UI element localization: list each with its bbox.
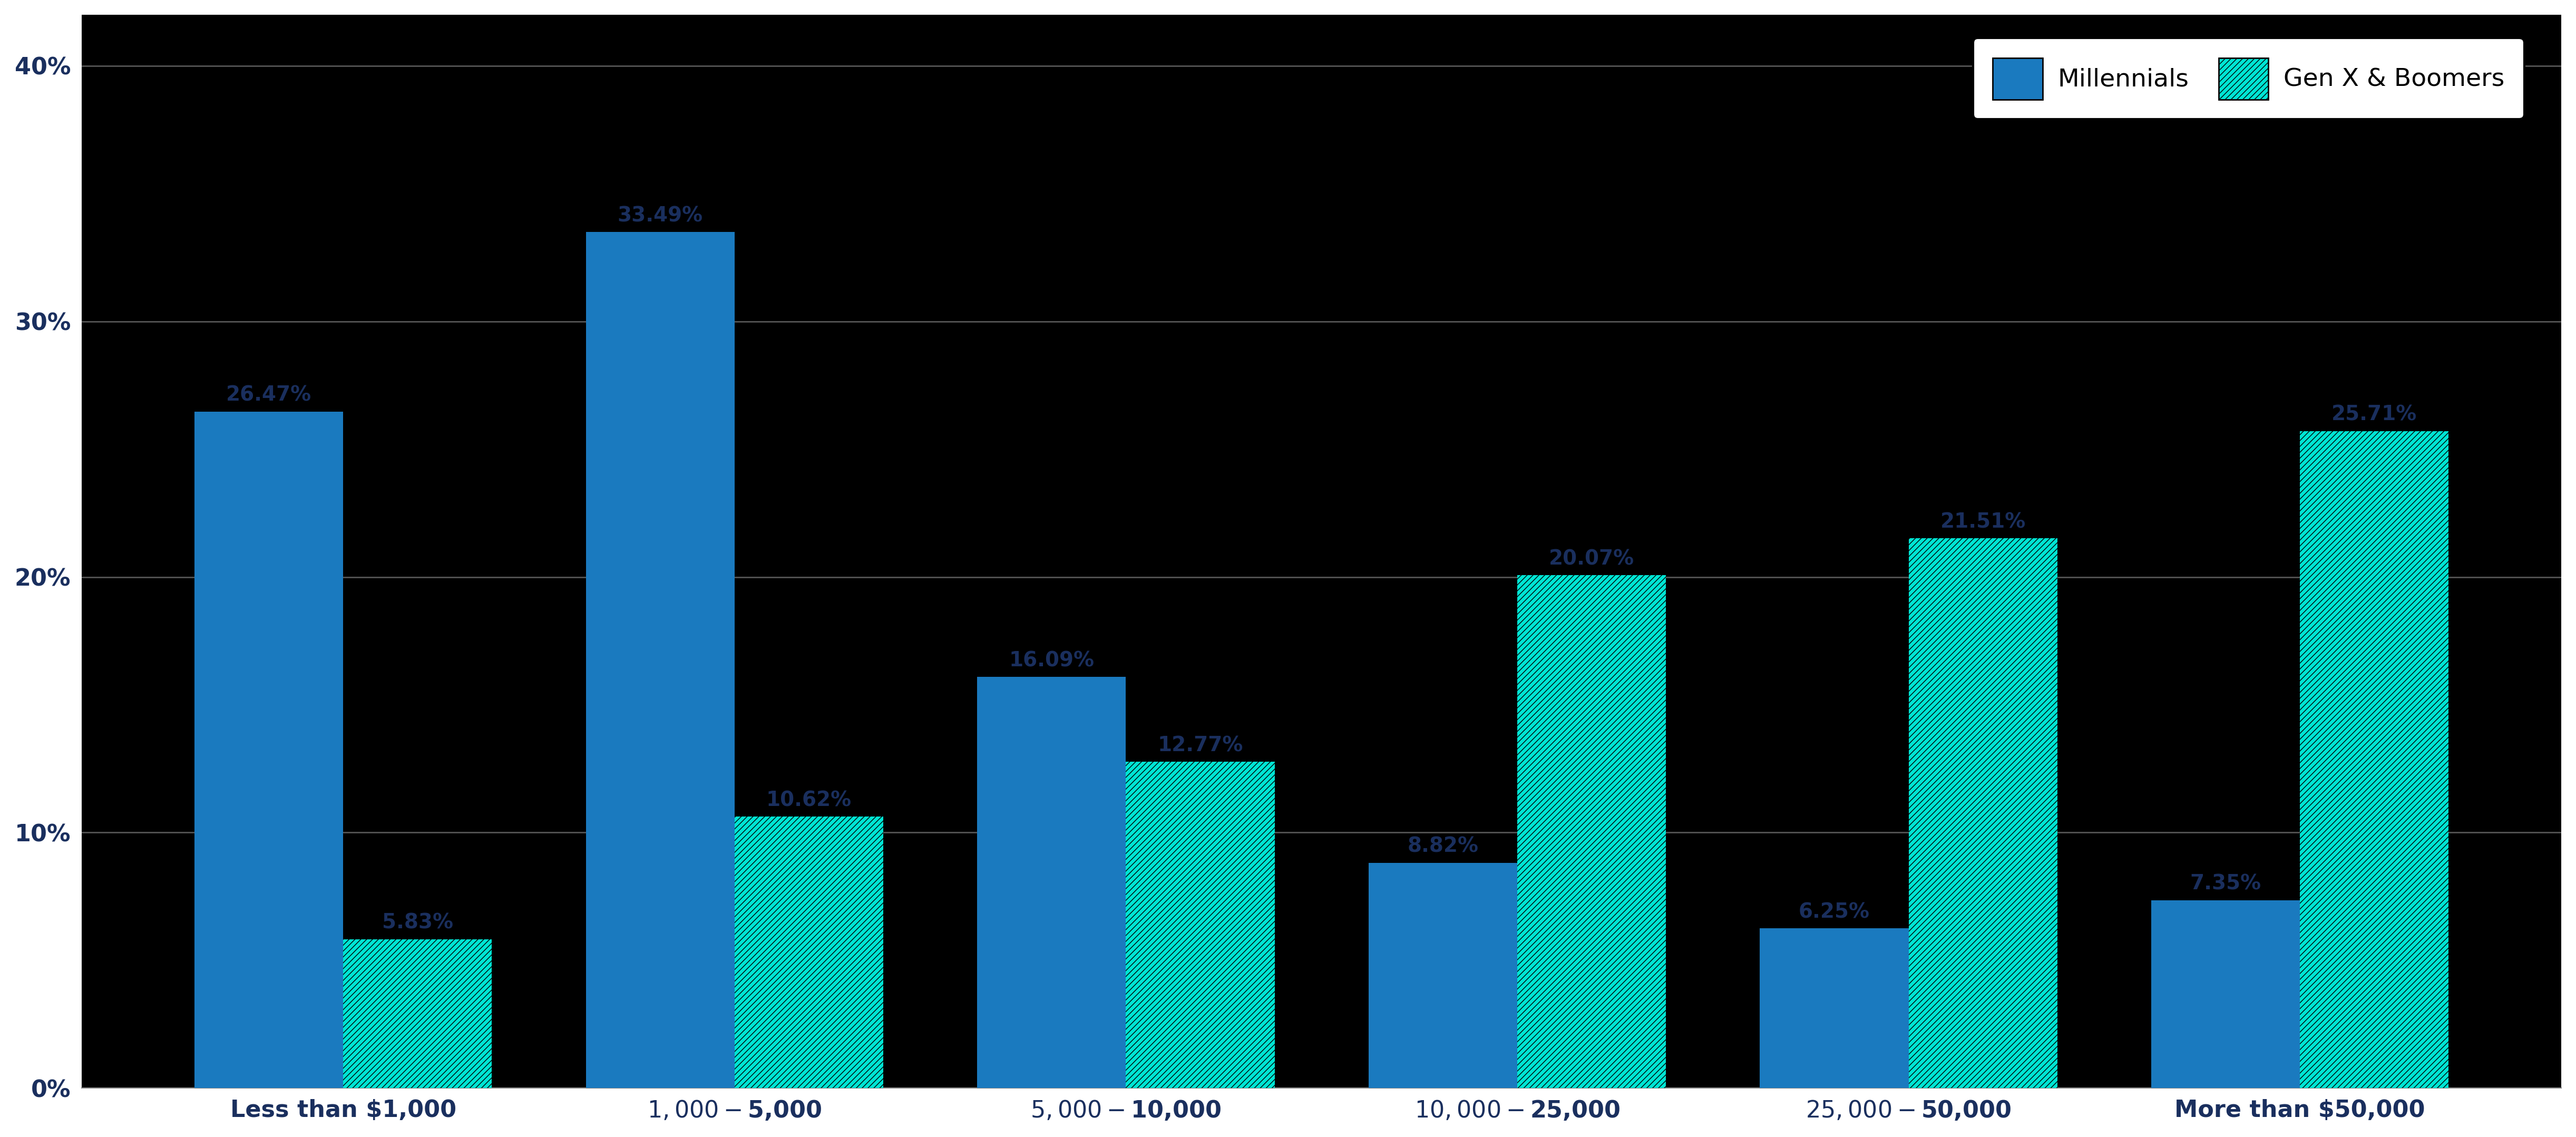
Bar: [2300, 431, 2450, 1088]
Text: 10.62%: 10.62%: [765, 790, 853, 811]
Text: 12.77%: 12.77%: [1157, 736, 1244, 755]
Bar: [1759, 929, 1909, 1088]
Text: 7.35%: 7.35%: [2190, 874, 2262, 894]
Bar: [585, 232, 734, 1088]
Legend: Millennials, Gen X & Boomers: Millennials, Gen X & Boomers: [1973, 38, 2524, 119]
Bar: [734, 816, 884, 1088]
Bar: [193, 412, 343, 1088]
Bar: [343, 939, 492, 1088]
Bar: [2151, 901, 2300, 1088]
Text: 20.07%: 20.07%: [1548, 549, 1633, 568]
Text: 6.25%: 6.25%: [1798, 902, 1870, 922]
Text: 5.83%: 5.83%: [381, 913, 453, 932]
Text: 33.49%: 33.49%: [618, 206, 703, 226]
Bar: [1517, 575, 1667, 1088]
Text: 21.51%: 21.51%: [1940, 512, 2025, 532]
Bar: [976, 677, 1126, 1088]
Bar: [1126, 762, 1275, 1088]
Bar: [1909, 539, 2058, 1088]
Text: 16.09%: 16.09%: [1010, 650, 1095, 671]
Text: 25.71%: 25.71%: [2331, 405, 2416, 424]
Bar: [1368, 863, 1517, 1088]
Text: 26.47%: 26.47%: [227, 385, 312, 405]
Text: 8.82%: 8.82%: [1406, 837, 1479, 856]
